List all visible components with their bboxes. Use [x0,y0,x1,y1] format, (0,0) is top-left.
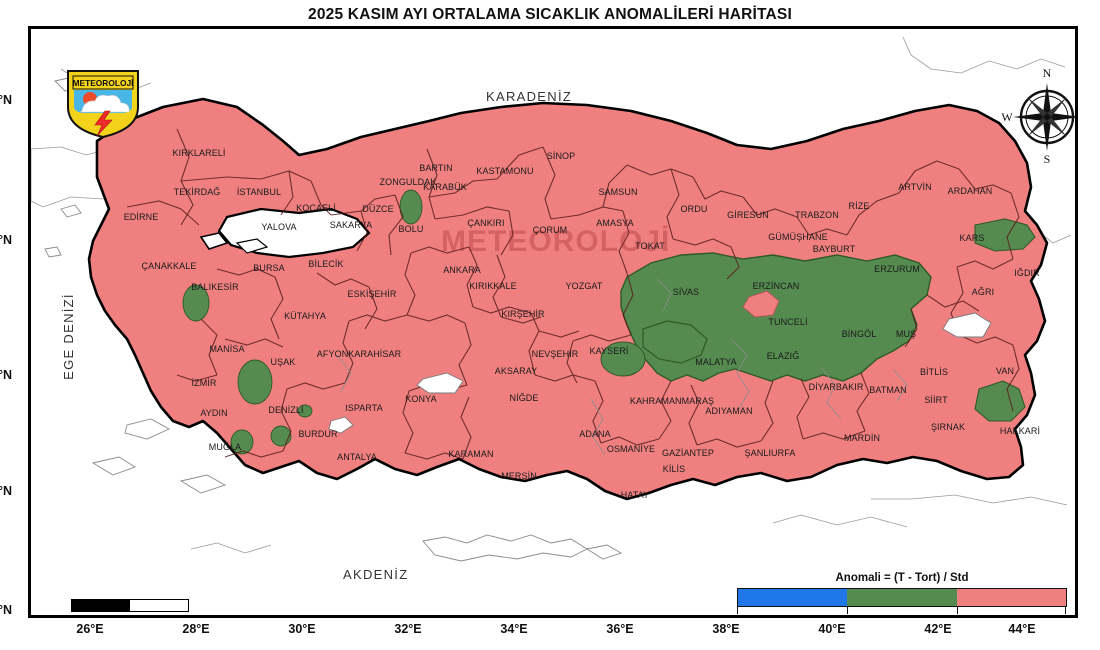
scale-bar-label: 200 km [71,614,187,615]
legend-tick-0: -3.00 [737,617,761,618]
compass-rose-icon: N E S W [1001,66,1075,166]
anomaly-legend: Anomali = (T - Tort) / Std -3.00 -0.97 0… [737,572,1067,618]
legend-band-below [738,589,848,606]
lat-label-3: °N [0,484,13,498]
scale-bar: 200 km [71,599,189,615]
lon-label-8: 42°E [924,622,952,636]
legend-band-near [847,589,957,606]
cyprus-outline [422,534,588,562]
page-title: 2025 KASIM AYI ORTALAMA SICAKLIK ANOMALİ… [308,6,792,23]
compass-west-label: W [1001,110,1013,124]
lon-label-2: 30°E [288,622,316,636]
near-normal-spots-west [182,189,423,455]
legend-color-ramp [737,588,1067,607]
legend-equation: Anomali = (T - Tort) / Std [835,572,969,584]
sea-label-black-sea: KARADENİZ [486,89,573,104]
svg-text:METEOROLOJİ: METEOROLOJİ [73,78,134,88]
sea-label-mediterranean: AKDENİZ [343,567,409,582]
near-normal-patch-igdir [974,218,1036,252]
legend-tick-2: 0.97 [947,617,967,618]
lon-label-6: 38°E [712,622,740,636]
near-normal-patch-kahramanmaras [600,341,646,377]
meteoroloji-logo: METEOROLOJİ [64,67,142,139]
rivers [336,278,908,456]
compass-north-label: N [1043,66,1052,80]
legend-tick-labels: -3.00 -0.97 0.97 3.00 [737,617,1067,618]
lat-label-1: °N [0,233,13,247]
sea-label-aegean: EGE DENİZİ [60,293,76,380]
lon-label-3: 32°E [394,622,422,636]
map-frame: KARADENİZ AKDENİZ EGE DENİZİ METEOROLOJİ… [28,26,1078,618]
lat-label-2: °N [0,368,13,382]
compass-rose: N E S W [999,65,1075,166]
turkey-anomaly-svg [31,29,1075,615]
lat-label-4: °N [0,603,13,617]
lon-label-5: 36°E [606,622,634,636]
lon-label-7: 40°E [818,622,846,636]
lon-label-4: 34°E [500,622,528,636]
lat-label-0: °N [0,93,13,107]
lon-label-9: 44°E [1008,622,1036,636]
logo-shield-icon: METEOROLOJİ [67,70,139,139]
scale-bar-graphic [71,599,189,612]
map-canvas [31,29,1075,615]
legend-ticks [737,607,1067,615]
legend-tick-1: -0.97 [835,617,859,618]
lakes [328,312,992,434]
legend-band-above [956,589,1066,606]
above-normal-enclave-tunceli [742,290,780,318]
province-boundaries [126,128,1020,460]
lon-label-1: 28°E [182,622,210,636]
compass-south-label: S [1044,152,1051,165]
lon-label-0: 26°E [76,622,104,636]
near-normal-region-malatya [642,320,708,364]
legend-tick-3: 3.00 [1047,617,1067,618]
